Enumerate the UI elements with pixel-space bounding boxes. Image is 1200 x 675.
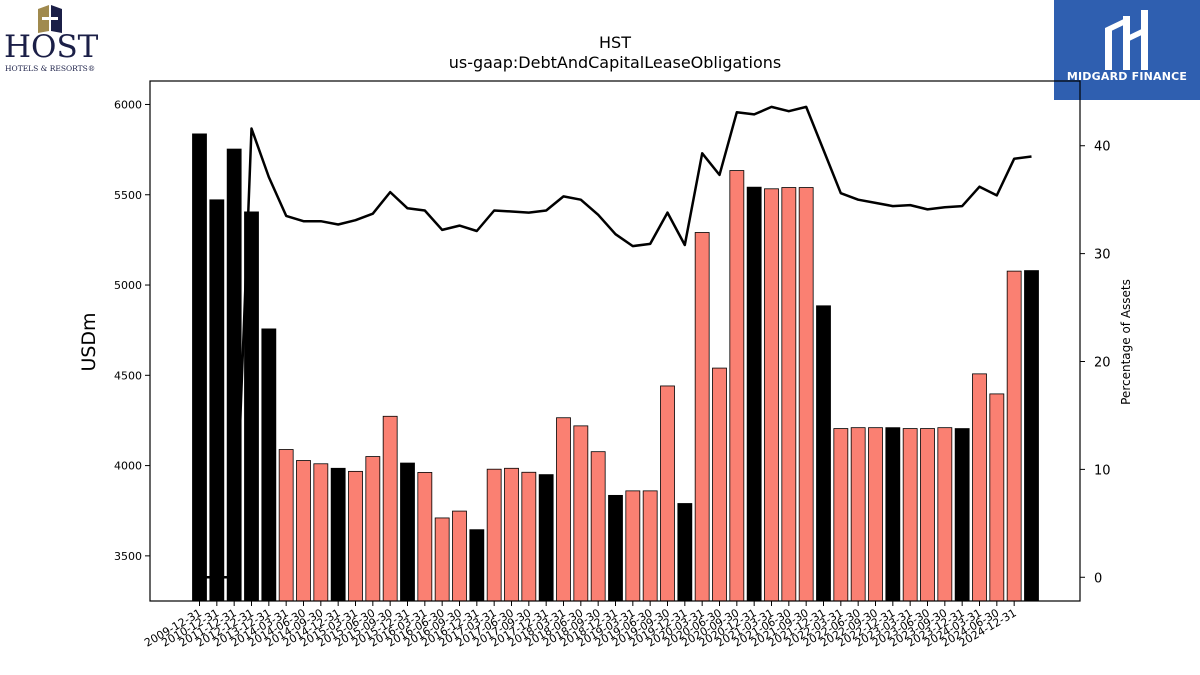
bar — [521, 471, 537, 602]
y-axis-label: USDm — [78, 312, 100, 371]
bars-layer — [192, 133, 1039, 602]
bar — [746, 186, 762, 602]
y2-axis-label: Percentage of Assets — [1119, 279, 1133, 405]
bar — [712, 367, 727, 602]
bar — [382, 415, 398, 602]
bar — [261, 328, 277, 602]
bar — [417, 472, 433, 602]
bar — [278, 449, 294, 602]
bar — [365, 456, 381, 602]
bar — [573, 425, 589, 602]
percentage-line — [199, 105, 1032, 579]
bar — [1024, 270, 1039, 602]
bar — [538, 474, 554, 602]
bar — [469, 529, 485, 602]
bar — [972, 373, 987, 602]
bar — [590, 451, 606, 602]
bar — [434, 517, 450, 602]
bar — [504, 467, 519, 602]
bar — [330, 467, 346, 602]
bar — [209, 199, 225, 602]
bar — [989, 393, 1005, 602]
bar — [937, 427, 953, 602]
midgard-logo-name: MIDGARD FINANCE — [1066, 70, 1188, 83]
bar — [850, 427, 866, 602]
midgard-emblem-icon — [1105, 10, 1148, 70]
host-logo-name: HOST — [4, 29, 99, 65]
bar — [192, 133, 207, 602]
bar — [798, 187, 814, 602]
bar — [677, 503, 693, 602]
bar — [348, 470, 363, 602]
bar — [400, 462, 415, 602]
bar — [920, 428, 935, 602]
y-tick-label: 4500 — [114, 369, 142, 382]
bar — [226, 148, 242, 602]
bar — [660, 385, 675, 602]
bar — [642, 490, 658, 602]
y-tick-label: 6000 — [114, 98, 142, 111]
bar — [868, 427, 883, 602]
y-tick-label: 4000 — [114, 460, 142, 473]
bar — [885, 427, 901, 602]
bar — [694, 232, 710, 602]
midgard-finance-logo: MIDGARD FINANCE — [1054, 0, 1200, 100]
bar — [556, 417, 571, 602]
bar — [1006, 270, 1022, 602]
y-tick-label: 5500 — [114, 189, 142, 202]
bar — [764, 188, 779, 602]
bar — [781, 187, 797, 602]
chart-subtitle: us-gaap:DebtAndCapitalLeaseObligations — [449, 53, 782, 72]
bar — [902, 428, 918, 602]
bar — [486, 468, 502, 602]
host-logo: HOST HOTELS & RESORTS® — [0, 0, 110, 80]
axes-layer: 3500400045005000550060000102030402009-12… — [114, 80, 1111, 650]
bar — [296, 460, 311, 602]
bar — [816, 305, 831, 602]
y2-tick-label: 10 — [1094, 463, 1111, 478]
bar — [954, 428, 970, 602]
chart-title: HST — [599, 33, 631, 52]
bar — [313, 463, 329, 602]
bar — [729, 170, 745, 602]
host-logo-tagline: HOTELS & RESORTS® — [5, 64, 96, 73]
host-emblem-icon — [38, 5, 62, 33]
line-layer — [199, 105, 1032, 579]
bar — [625, 490, 641, 602]
y-tick-label: 3500 — [114, 550, 142, 563]
bar — [452, 510, 467, 602]
y2-tick-label: 0 — [1094, 571, 1102, 586]
bar — [608, 494, 623, 602]
y2-tick-label: 30 — [1094, 248, 1111, 263]
bar — [833, 428, 849, 602]
y-tick-label: 5000 — [114, 279, 142, 292]
y2-tick-label: 20 — [1094, 355, 1111, 370]
y2-tick-label: 40 — [1094, 140, 1111, 155]
